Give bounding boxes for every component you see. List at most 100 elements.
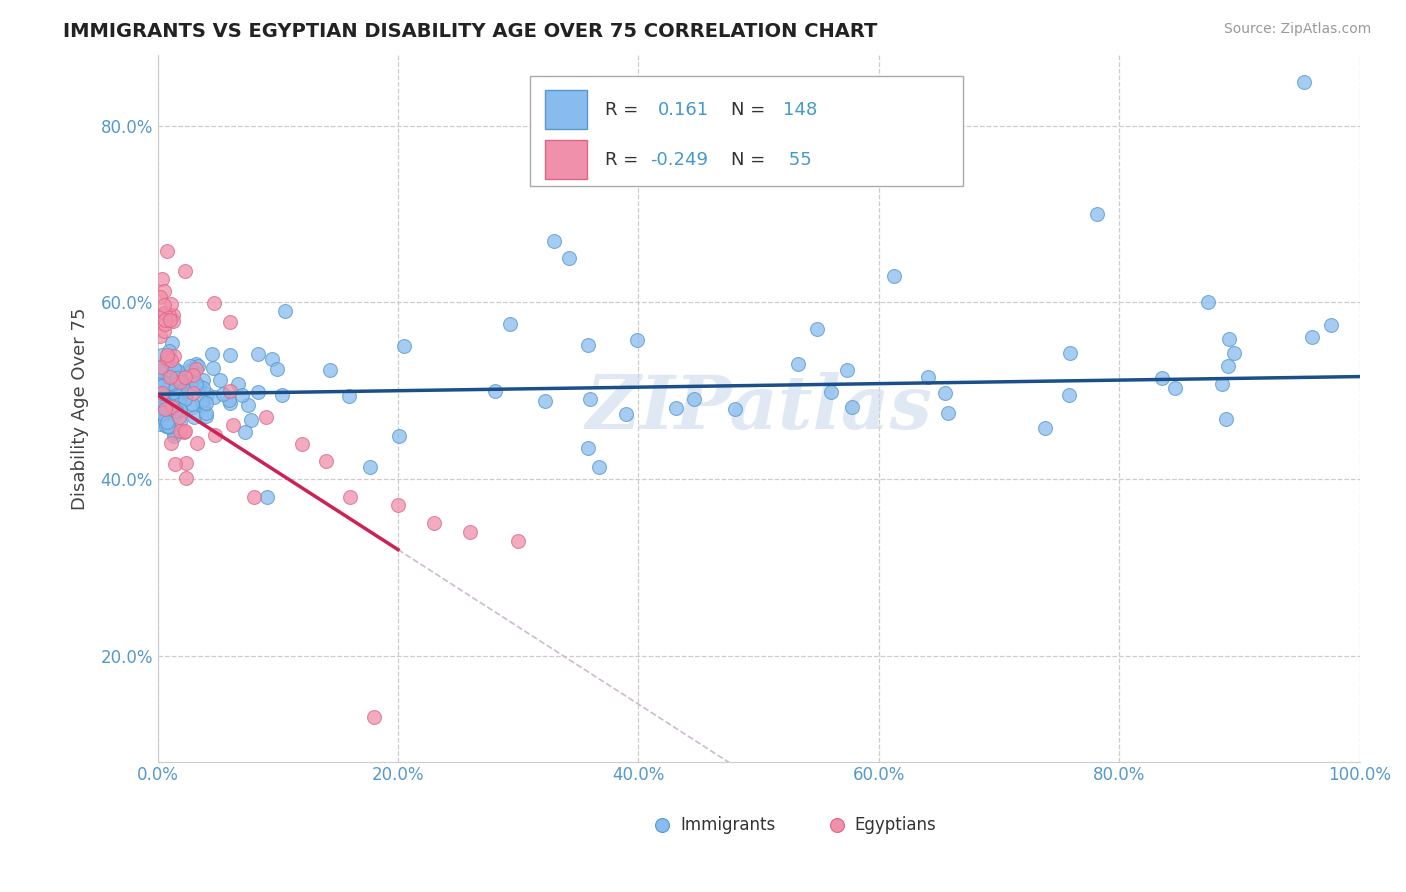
- Point: [153, 306, 176, 320]
- Point: [157, 420, 180, 434]
- Point: [184, 375, 207, 389]
- Point: [190, 394, 212, 409]
- Point: [665, 401, 688, 416]
- Point: [841, 400, 863, 414]
- Point: [155, 419, 177, 434]
- Point: [219, 315, 242, 329]
- Point: [163, 457, 186, 471]
- Point: [165, 392, 187, 406]
- Point: [149, 366, 172, 380]
- Point: [159, 353, 181, 368]
- Text: Egyptians: Egyptians: [855, 816, 936, 834]
- Point: [167, 387, 190, 401]
- Point: [266, 362, 288, 376]
- Point: [484, 384, 506, 399]
- Point: [724, 402, 747, 417]
- Point: [1057, 388, 1080, 402]
- Point: [149, 328, 172, 343]
- Point: [152, 379, 174, 393]
- Point: [153, 404, 176, 418]
- Point: [222, 417, 245, 432]
- Point: [172, 371, 194, 385]
- Point: [186, 357, 208, 371]
- Point: [423, 516, 446, 531]
- Point: [392, 339, 415, 353]
- Point: [614, 408, 637, 422]
- Point: [173, 424, 195, 438]
- Point: [1223, 345, 1246, 359]
- Point: [163, 360, 186, 375]
- Point: [820, 384, 842, 399]
- Point: [226, 376, 249, 391]
- Point: [387, 499, 409, 513]
- Point: [152, 375, 174, 389]
- Point: [883, 268, 905, 283]
- Point: [315, 454, 337, 468]
- Point: [291, 436, 314, 450]
- Point: [150, 359, 173, 374]
- Point: [167, 409, 190, 424]
- Point: [159, 376, 181, 391]
- Point: [163, 409, 186, 424]
- Point: [169, 415, 191, 429]
- Point: [240, 413, 263, 427]
- Point: [160, 401, 183, 415]
- Text: 0.161: 0.161: [658, 102, 709, 120]
- Point: [359, 459, 381, 474]
- Point: [180, 364, 202, 378]
- Point: [157, 404, 180, 418]
- Point: [165, 387, 187, 401]
- Point: [166, 371, 188, 385]
- Point: [1301, 330, 1323, 344]
- Point: [231, 388, 253, 402]
- Point: [194, 409, 217, 423]
- Point: [191, 373, 214, 387]
- Point: [165, 377, 187, 392]
- Point: [179, 375, 201, 389]
- Point: [543, 234, 565, 248]
- Point: [806, 322, 828, 336]
- Point: [186, 361, 208, 376]
- Point: [173, 264, 195, 278]
- Point: [236, 398, 259, 412]
- Point: [152, 298, 174, 312]
- Point: [173, 392, 195, 406]
- Point: [1218, 332, 1240, 346]
- Text: 148: 148: [783, 102, 817, 120]
- Point: [1215, 412, 1237, 426]
- Point: [588, 460, 610, 475]
- Point: [1150, 371, 1173, 385]
- Point: [218, 393, 240, 408]
- Point: [153, 284, 176, 298]
- Point: [934, 386, 956, 401]
- Point: [149, 401, 172, 416]
- Point: [271, 387, 294, 401]
- Point: [156, 392, 179, 407]
- Text: -0.249: -0.249: [651, 151, 709, 169]
- Point: [162, 314, 184, 328]
- Point: [180, 401, 202, 415]
- Point: [153, 401, 176, 416]
- Point: [1211, 377, 1233, 392]
- Point: [180, 362, 202, 376]
- Point: [170, 370, 193, 384]
- Point: [149, 370, 172, 384]
- Point: [167, 373, 190, 387]
- Point: [169, 403, 191, 417]
- Point: [159, 370, 181, 384]
- Point: [576, 441, 599, 455]
- Text: 55: 55: [783, 151, 811, 169]
- Point: [184, 376, 207, 391]
- Point: [254, 410, 277, 425]
- Point: [162, 308, 184, 322]
- Point: [152, 324, 174, 338]
- Point: [186, 436, 208, 450]
- Point: [195, 406, 218, 420]
- Point: [1085, 207, 1108, 221]
- Point: [202, 295, 225, 310]
- Point: [218, 347, 240, 361]
- Point: [201, 347, 224, 361]
- Point: [160, 384, 183, 399]
- Y-axis label: Disability Age Over 75: Disability Age Over 75: [72, 307, 89, 509]
- Point: [247, 385, 270, 400]
